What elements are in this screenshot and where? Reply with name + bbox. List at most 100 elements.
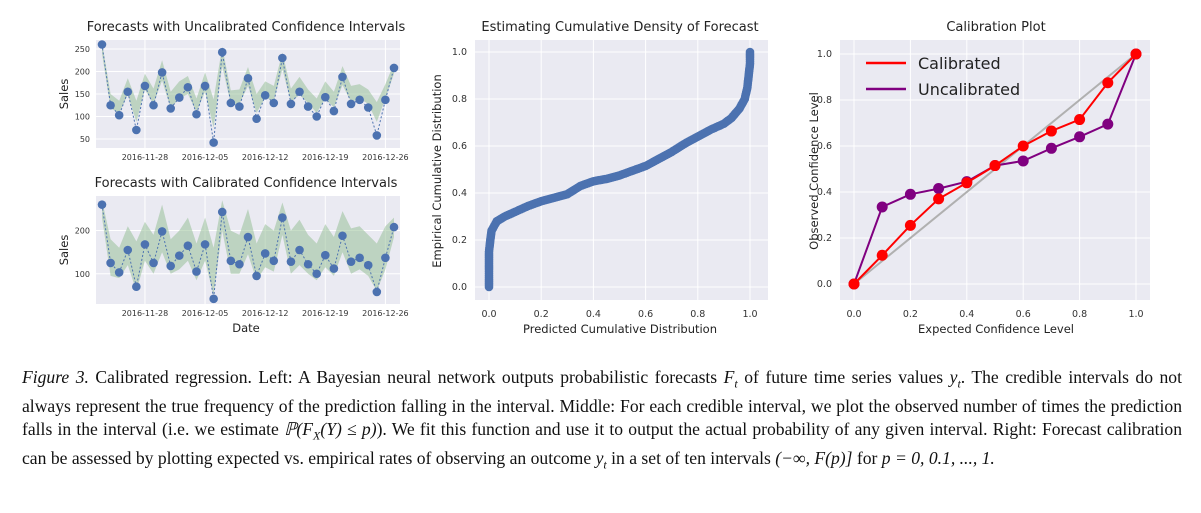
calibrated-point [933,193,945,205]
calibrated-point [1102,77,1114,89]
x-tick-label: 1.0 [1128,309,1143,320]
data-point [97,40,107,49]
data-point [243,73,253,83]
y-tick-label: 100 [75,270,90,279]
x-tick-label: 0.8 [1072,309,1087,320]
data-point [346,99,356,109]
calibrated-point [848,278,860,290]
chart-title: Estimating Cumulative Density of Forecas… [481,20,758,35]
x-tick-label: 2016-12-05 [182,153,229,162]
calibrated-point [1074,114,1086,126]
x-tick-label: 0.4 [959,309,974,320]
x-tick-label: 0.6 [1016,309,1031,320]
y-axis-label: Sales [57,235,71,266]
y-tick-label: 0.8 [452,94,467,105]
math-sub-t: t [734,376,738,391]
data-point [269,256,279,266]
calibration-lines [848,48,1142,290]
data-point [260,249,270,258]
caption-part3: . The credible intervals do not always r… [22,367,1182,439]
x-axis-label: Predicted Cumulative Distribution [523,322,717,336]
y-tick-label: 0.6 [817,141,832,152]
data-point [303,259,313,269]
confidence-band [102,200,394,296]
data-point [389,222,399,232]
data-point [269,98,279,108]
data-point [123,87,133,97]
x-tick-label: 2016-12-19 [302,153,349,162]
data-point [355,253,364,263]
calibration-plot: Calibration Plot 0.0 0.2 0.4 0.6 0.8 1.00.00.… [807,20,1150,336]
chart-title: Calibration Plot [946,20,1045,35]
data-point [132,282,141,292]
x-tick-label: 1.0 [742,309,757,320]
math-sub-t2: t [957,376,961,391]
data-point [174,251,184,260]
y-tick-label: 0.0 [817,279,832,290]
y-tick-label: 0.8 [817,95,832,106]
axis-ticks: 0.0 0.2 0.4 0.6 0.8 1.0 0.0 0.2 0.4 0.6 0.8 1.0 [817,49,1144,320]
x-tick-label: 2016-11-28 [122,309,169,318]
math-prob: ℙ(F [284,418,314,439]
x-tick-label: 2016-11-28 [122,153,169,162]
cumulative-density-chart: Estimating Cumulative Density of Forecas… [430,20,768,336]
data-point [381,253,390,263]
uncalibrated-point [876,201,888,213]
data-point [97,200,107,209]
y-tick-label: 0.4 [452,188,467,199]
x-tick-label: 2016-12-12 [242,309,289,318]
data-point [114,110,124,120]
data-point [183,241,193,250]
y-tick-label: 50 [80,135,90,144]
data-point [346,257,356,266]
x-tick-label: 2016-12-12 [242,153,289,162]
data-point [286,257,296,266]
confidence-band-area [102,200,394,296]
data-point [278,213,287,222]
axis-ticks: 0.0 0.2 0.4 0.6 0.8 1.0 0.0 0.2 0.4 0.6 0.8 1.0 [452,47,758,320]
calibrated-point [961,177,973,189]
y-tick-label: 0.2 [817,233,832,244]
calibrated-point [1130,48,1142,60]
uncalibrated-point [1102,118,1114,130]
data-point [114,268,124,277]
x-tick-label: 0.4 [586,309,601,320]
data-point [278,53,287,63]
y-tick-label: 0.0 [452,282,467,293]
figure-3: Forecasts with Uncalibrated Confidence I… [57,20,1150,336]
figure-caption: Figure 3. Calibrated regression. Left: A… [22,366,1182,476]
calibrated-point [989,160,1001,172]
math-sub-X: X [313,428,321,443]
legend: Calibrated Uncalibrated [866,54,1020,99]
data-point [226,98,236,108]
data-point [329,264,339,273]
data-point [338,72,347,82]
y-axis-label: Sales [57,79,71,110]
data-point [235,259,244,269]
caption-part1: Calibrated regression. Left: A Bayesian … [95,367,724,387]
x-tick-label: 0.8 [690,309,705,320]
y-tick-label: 1.0 [817,49,832,60]
data-point [243,232,253,242]
math-prob2: (Y) ≤ p) [320,418,377,439]
data-point [174,93,184,102]
data-point [312,112,322,121]
data-point [329,106,339,116]
data-point [157,68,167,77]
x-tick-label: 0.0 [846,309,861,320]
legend-label-uncalibrated: Uncalibrated [918,80,1020,99]
y-tick-label: 200 [75,68,90,77]
data-point [149,100,158,110]
forecast-line [101,44,395,143]
caption-part4: ). We fit this function and use it to ou… [22,418,1182,468]
data-point [252,271,261,281]
x-tick-label: 0.2 [903,309,918,320]
confidence-band [102,42,394,128]
axis-ticks: 2016-11-28 2016-12-05 2016-12-12 2016-12-19… [75,227,409,318]
confidence-band-area [102,42,394,128]
y-tick-label: 0.4 [817,187,832,198]
uncalibrated-point [904,188,916,200]
data-point [123,245,133,255]
legend-label-calibrated: Calibrated [918,54,1001,73]
data-point [372,287,382,297]
